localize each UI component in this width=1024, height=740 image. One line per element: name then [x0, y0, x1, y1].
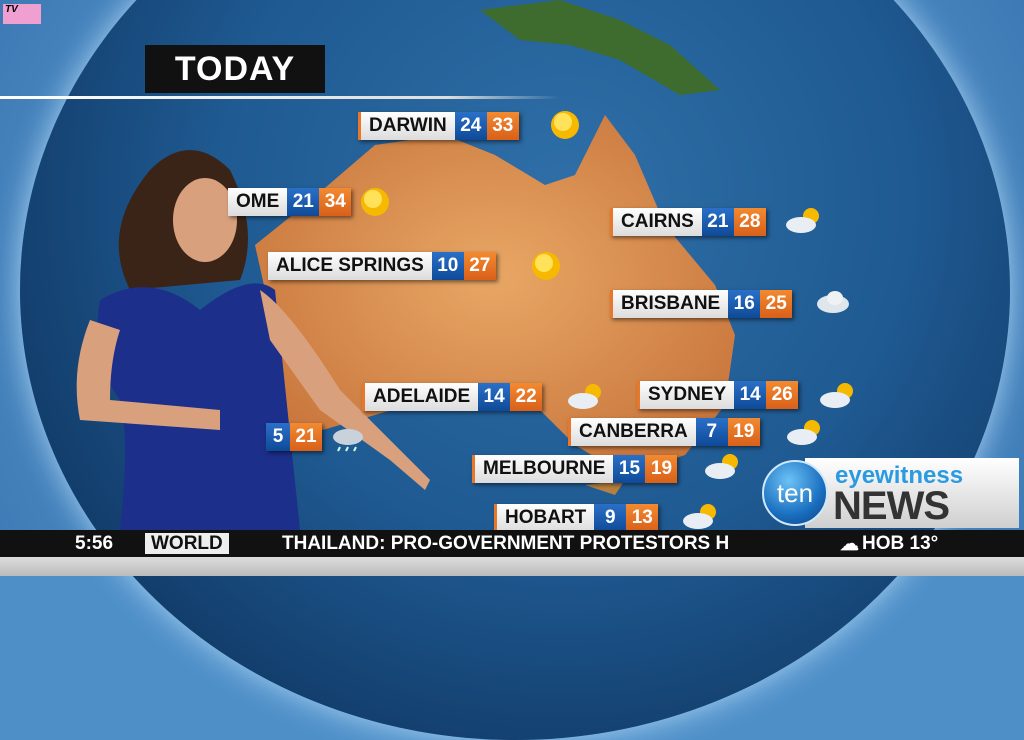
max-temp: 22	[510, 383, 543, 411]
city-label-broome: OME 21 34	[228, 188, 352, 216]
logo-eyewitness: eyewitness	[835, 462, 964, 489]
city-label-melbourne: MELBOURNE 15 19	[472, 455, 678, 483]
cloud-sun-icon	[683, 504, 716, 529]
sun-icon	[532, 252, 560, 280]
city-name: OME	[228, 188, 288, 216]
ticker-headline: THAILAND: PRO-GOVERNMENT PROTESTORS H	[282, 533, 730, 554]
city-label-canberra: CANBERRA 7 19	[568, 418, 760, 446]
ticker-time: 5:56	[75, 533, 114, 554]
min-temp: 21	[287, 188, 320, 216]
title-divider	[0, 96, 560, 99]
max-temp: 25	[760, 290, 793, 318]
news-ticker: 5:56 WORLD THAILAND: PRO-GOVERNMENT PROT…	[0, 530, 1024, 557]
min-temp: 21	[701, 208, 734, 236]
min-temp: 9	[594, 504, 627, 532]
city-name: MELBOURNE	[472, 455, 614, 483]
max-temp: 21	[290, 423, 322, 451]
new-guinea-landmass	[480, 0, 720, 95]
city-name: ALICE SPRINGS	[268, 252, 432, 280]
presenter	[76, 150, 430, 530]
min-temp: 15	[613, 455, 646, 483]
city-label-alice-springs: ALICE SPRINGS 10 27	[268, 252, 496, 280]
rain-icon	[333, 429, 363, 452]
max-temp: 27	[463, 252, 496, 280]
max-temp: 13	[626, 504, 659, 532]
max-temp: 19	[645, 455, 678, 483]
city-label-darwin: DARWIN 24 33	[358, 112, 519, 140]
cloud-icon	[817, 291, 849, 313]
ticker-weather: HOB 13°	[862, 533, 939, 554]
max-temp: 34	[319, 188, 352, 216]
city-label-perth: 5 21	[266, 423, 322, 451]
city-name: CAIRNS	[610, 208, 702, 236]
page-title: TODAY	[145, 45, 325, 93]
city-label-brisbane: BRISBANE 16 25	[610, 290, 793, 318]
logo-news: NEWS	[833, 484, 950, 528]
city-name: BRISBANE	[610, 290, 729, 318]
ticker-category: WORLD	[145, 533, 229, 554]
max-temp: 33	[486, 112, 519, 140]
max-temp: 28	[733, 208, 766, 236]
min-temp: 24	[454, 112, 487, 140]
city-name: DARWIN	[358, 112, 455, 140]
min-temp: 16	[728, 290, 761, 318]
city-name: HOBART	[494, 504, 595, 532]
min-temp: 14	[734, 381, 767, 409]
city-label-cairns: CAIRNS 21 28	[610, 208, 766, 236]
rain-icon: ☁	[840, 534, 859, 555]
max-temp: 26	[766, 381, 799, 409]
cloud-sun-icon	[787, 420, 820, 445]
city-label-sydney: SYDNEY 14 26	[637, 381, 799, 409]
city-name: ADELAIDE	[362, 383, 479, 411]
min-temp: 10	[431, 252, 464, 280]
channel-bug-logo: TV	[3, 4, 41, 24]
news-logo: eyewitness NEWS	[805, 458, 1019, 528]
cloud-sun-icon	[568, 384, 601, 409]
city-label-hobart: HOBART 9 13	[494, 504, 659, 532]
city-name: SYDNEY	[637, 381, 735, 409]
min-temp: 5	[266, 423, 290, 451]
cloud-sun-icon	[705, 454, 738, 479]
city-name: CANBERRA	[568, 418, 696, 446]
city-label-adelaide: ADELAIDE 14 22	[362, 383, 543, 411]
sun-icon	[361, 188, 389, 216]
max-temp: 19	[727, 418, 760, 446]
cloud-sun-icon	[820, 383, 853, 408]
min-temp: 7	[695, 418, 728, 446]
cloud-sun-icon	[786, 208, 819, 233]
min-temp: 14	[478, 383, 511, 411]
channel-bug-text: TV	[5, 4, 18, 15]
bottom-bar	[0, 557, 1024, 576]
ten-network-logo: ten	[762, 460, 828, 526]
sun-icon	[551, 111, 579, 139]
